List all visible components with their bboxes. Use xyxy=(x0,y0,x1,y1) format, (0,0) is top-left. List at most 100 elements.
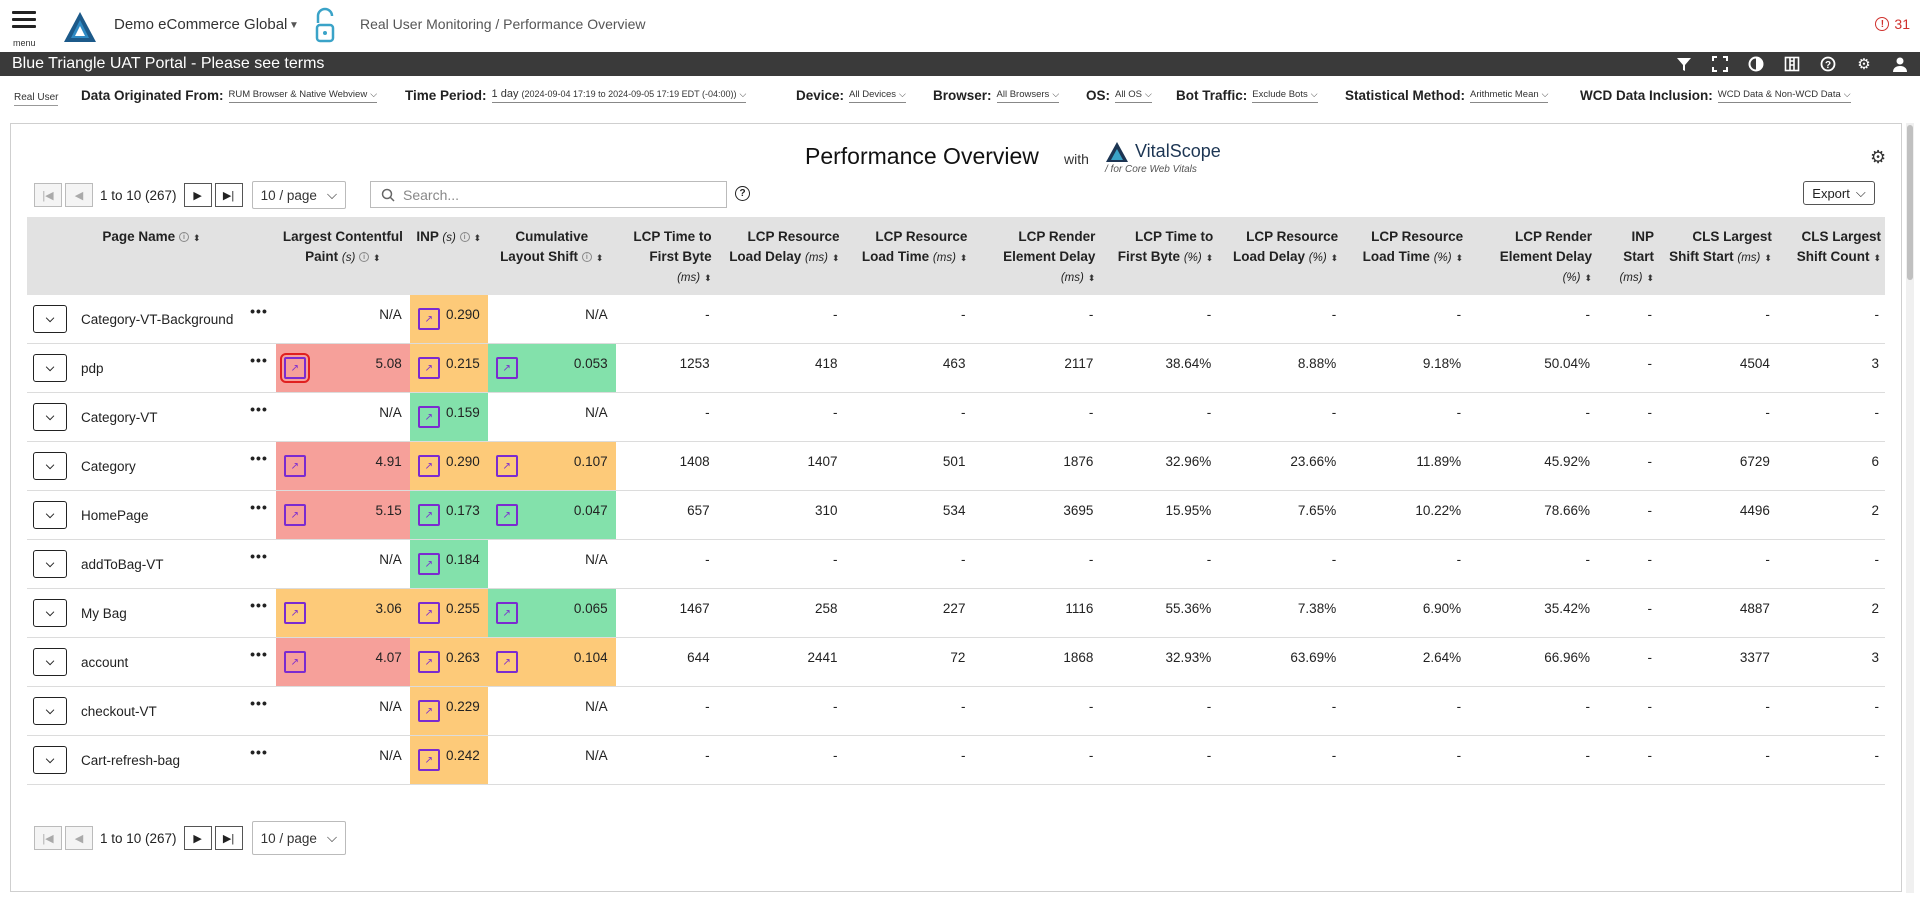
column-header[interactable]: Largest Contentful Paint (s) i ⬍ xyxy=(276,217,410,295)
expand-row-button[interactable]: ⌵ xyxy=(33,599,67,627)
columns-icon[interactable] xyxy=(1782,54,1802,74)
scrollbar-thumb[interactable] xyxy=(1907,125,1913,280)
sort-icon[interactable]: ⬍ xyxy=(1873,253,1881,263)
page-name[interactable]: Category-VT xyxy=(81,409,158,425)
page-name[interactable]: pdp xyxy=(81,360,104,376)
mode-selector[interactable]: Real User xyxy=(14,92,59,106)
trend-chart-icon[interactable]: ↗ xyxy=(495,504,518,526)
prev-page-button[interactable]: ◀ xyxy=(65,183,93,207)
browser-filter[interactable]: Browser: All Browsers ⌵ xyxy=(933,88,1060,103)
expand-row-button[interactable]: ⌵ xyxy=(33,403,67,431)
wcd-filter[interactable]: WCD Data Inclusion: WCD Data & Non-WCD D… xyxy=(1580,88,1851,103)
table-row[interactable]: ⌵ account ••• ↗ 4.07 ↗ 0.263 ↗ 0.104 644 2441 72 186… xyxy=(27,637,1885,687)
more-options-icon[interactable]: ••• xyxy=(250,744,268,760)
info-icon[interactable]: i xyxy=(459,232,470,243)
trend-chart-icon[interactable]: ↗ xyxy=(495,357,518,379)
more-options-icon[interactable]: ••• xyxy=(250,401,268,417)
sort-icon[interactable]: ⬍ xyxy=(1087,273,1096,283)
first-page-button[interactable]: |◀ xyxy=(34,826,62,850)
expand-row-button[interactable]: ⌵ xyxy=(33,648,67,676)
trend-chart-icon[interactable]: ↗ xyxy=(283,651,306,673)
origin-select[interactable]: RUM Browser & Native Webview ⌵ xyxy=(228,89,378,103)
info-icon[interactable]: i xyxy=(359,252,370,263)
device-filter[interactable]: Device: All Devices ⌵ xyxy=(796,88,906,103)
info-icon[interactable]: i xyxy=(581,252,592,263)
browser-select[interactable]: All Browsers ⌵ xyxy=(996,89,1060,103)
column-header[interactable]: CLS Largest Shift Start (ms) ⬍ xyxy=(1658,217,1776,295)
trend-chart-icon[interactable]: ↗ xyxy=(495,602,518,624)
column-header[interactable]: CLS Largest Shift Count ⬍ xyxy=(1776,217,1885,295)
expand-row-button[interactable]: ⌵ xyxy=(33,697,67,725)
device-select[interactable]: All Devices ⌵ xyxy=(849,89,906,103)
blue-triangle-logo-icon[interactable] xyxy=(62,10,98,44)
trend-chart-icon[interactable]: ↗ xyxy=(417,308,440,330)
expand-row-button[interactable]: ⌵ xyxy=(33,746,67,774)
column-header[interactable]: LCP Resource Load Time (%) ⬍ xyxy=(1342,217,1467,295)
table-row[interactable]: ⌵ Cart-refresh-bag ••• N/A ↗ 0.242 N/A - - - - - - - -… xyxy=(27,735,1885,785)
column-header[interactable]: LCP Resource Load Time (ms) ⬍ xyxy=(844,217,972,295)
page-name[interactable]: My Bag xyxy=(81,605,127,621)
trend-chart-icon[interactable]: ↗ xyxy=(417,357,440,379)
help-icon[interactable]: ? xyxy=(735,186,750,201)
column-header[interactable]: Cumulative Layout Shift i ⬍ xyxy=(488,217,616,295)
menu-button[interactable]: menu xyxy=(10,8,40,48)
more-options-icon[interactable]: ••• xyxy=(250,695,268,711)
last-page-button[interactable]: ▶| xyxy=(214,826,243,850)
contrast-icon[interactable] xyxy=(1746,54,1766,74)
sort-icon[interactable]: ⬍ xyxy=(704,273,712,283)
filter-icon[interactable] xyxy=(1674,54,1694,74)
column-header[interactable]: LCP Resource Load Delay (ms) ⬍ xyxy=(716,217,844,295)
export-button[interactable]: Export ⌵ xyxy=(1803,181,1875,205)
sort-icon[interactable]: ⬍ xyxy=(373,253,381,263)
table-row[interactable]: ⌵ Category-VT-Background ••• N/A ↗ 0.290 N/A - -… xyxy=(27,295,1885,344)
trend-chart-icon[interactable]: ↗ xyxy=(417,651,440,673)
stat-select[interactable]: Arithmetic Mean ⌵ xyxy=(1470,89,1549,103)
user-icon[interactable] xyxy=(1890,54,1910,74)
column-header[interactable]: INP Start (ms) ⬍ xyxy=(1596,217,1658,295)
trend-chart-icon[interactable]: ↗ xyxy=(417,504,440,526)
more-options-icon[interactable]: ••• xyxy=(250,548,268,564)
column-header[interactable]: INP (s) i ⬍ xyxy=(410,217,488,295)
period-filter[interactable]: Time Period: 1 day (2024-09-04 17:19 to … xyxy=(405,88,747,103)
sort-icon[interactable]: ⬍ xyxy=(1330,253,1339,263)
bot-filter[interactable]: Bot Traffic: Exclude Bots ⌵ xyxy=(1176,88,1318,103)
first-page-button[interactable]: |◀ xyxy=(34,183,62,207)
trend-chart-icon[interactable]: ↗ xyxy=(283,504,306,526)
trend-chart-icon[interactable]: ↗ xyxy=(495,651,518,673)
sort-icon[interactable]: ⬍ xyxy=(1646,273,1654,283)
trend-chart-icon[interactable]: ↗ xyxy=(283,455,306,477)
bot-select[interactable]: Exclude Bots ⌵ xyxy=(1252,89,1318,103)
column-header[interactable]: Page Name i ⬍ xyxy=(27,217,276,295)
page-name[interactable]: Cart-refresh-bag xyxy=(81,752,181,768)
trend-chart-icon[interactable]: ↗ xyxy=(417,455,440,477)
column-header[interactable]: LCP Resource Load Delay (%) ⬍ xyxy=(1217,217,1342,295)
table-row[interactable]: ⌵ Category ••• ↗ 4.91 ↗ 0.290 ↗ 0.107 1408 1407 501… xyxy=(27,441,1885,491)
trend-chart-icon[interactable]: ↗ xyxy=(279,353,310,383)
sort-icon[interactable]: ⬍ xyxy=(1205,253,1214,263)
os-filter[interactable]: OS: All OS ⌵ xyxy=(1086,88,1152,103)
period-select[interactable]: 1 day (2024-09-04 17:19 to 2024-09-05 17… xyxy=(491,88,747,103)
wcd-select[interactable]: WCD Data & Non-WCD Data ⌵ xyxy=(1717,89,1851,103)
page-name[interactable]: HomePage xyxy=(81,507,149,523)
page-name[interactable]: checkout-VT xyxy=(81,703,157,719)
sort-icon[interactable]: ⬍ xyxy=(1764,253,1772,263)
expand-row-button[interactable]: ⌵ xyxy=(33,452,67,480)
sort-icon[interactable]: ⬍ xyxy=(1455,253,1464,263)
column-header[interactable]: LCP Time to First Byte (ms) ⬍ xyxy=(616,217,716,295)
per-page-select[interactable]: 10 / page ⌵ xyxy=(251,821,347,855)
expand-row-button[interactable]: ⌵ xyxy=(33,550,67,578)
page-name[interactable]: Category xyxy=(81,458,136,474)
gear-icon[interactable]: ⚙ xyxy=(1857,56,1871,73)
sort-icon[interactable]: ⬍ xyxy=(831,253,840,263)
sort-icon[interactable]: ⬍ xyxy=(595,253,604,263)
table-row[interactable]: ⌵ My Bag ••• ↗ 3.06 ↗ 0.255 ↗ 0.065 1467 258 227 111… xyxy=(27,588,1885,638)
table-row[interactable]: ⌵ HomePage ••• ↗ 5.15 ↗ 0.173 ↗ 0.047 657 310 534 36… xyxy=(27,490,1885,540)
sort-icon[interactable]: ⬍ xyxy=(473,233,482,243)
sort-icon[interactable]: ⬍ xyxy=(1584,273,1593,283)
os-select[interactable]: All OS ⌵ xyxy=(1115,89,1152,103)
org-name[interactable]: Demo eCommerce Global xyxy=(114,16,288,33)
trend-chart-icon[interactable]: ↗ xyxy=(283,602,306,624)
prev-page-button[interactable]: ◀ xyxy=(65,826,93,850)
page-name[interactable]: addToBag-VT xyxy=(81,556,164,572)
chevron-down-icon[interactable]: ▼ xyxy=(289,20,299,31)
